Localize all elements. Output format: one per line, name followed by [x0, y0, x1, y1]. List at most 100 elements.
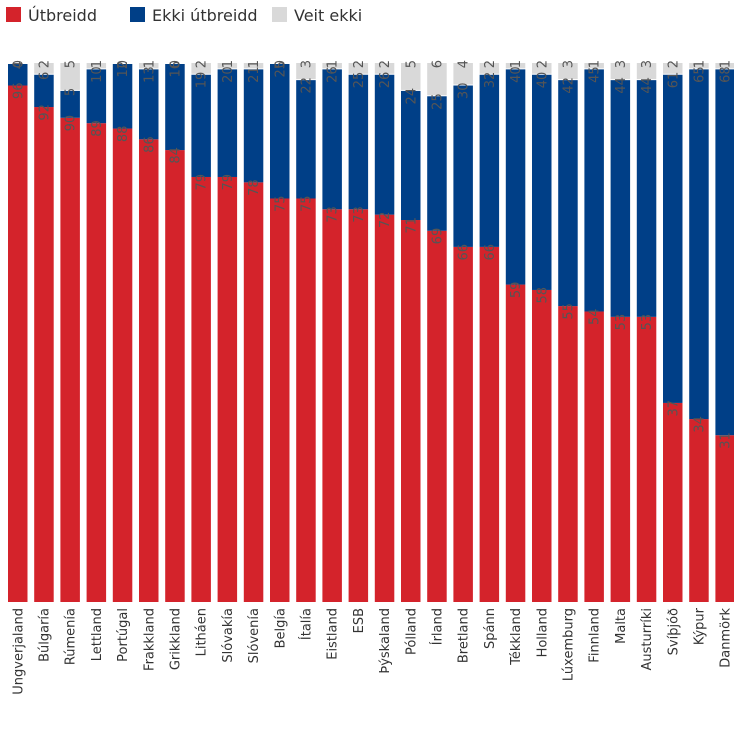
bar-utbreidd-italia [296, 198, 316, 602]
label-utbreidd-finnland: 54 [588, 308, 603, 325]
bar-utbreidd-lithaen [191, 176, 211, 603]
category-label-holland: Holland [535, 608, 550, 657]
bar-veit-ekki-thyskaland [374, 63, 395, 74]
label-utbreidd-eistland: 73 [326, 206, 341, 223]
label-ekki-utbreidd-malta: 44 [614, 77, 629, 94]
bar-ekki-utbreidd-lithaen [191, 74, 211, 177]
label-utbreidd-lithaen: 79 [195, 174, 210, 191]
bar-veit-ekki-holland [532, 63, 552, 74]
label-ekki-utbreidd-irland: 25 [430, 93, 445, 110]
label-ekki-utbreidd-ungverjaland: 4 [11, 61, 26, 69]
label-veit-ekki-spann: 2 [483, 60, 498, 68]
bar-veit-ekki-tekkland [505, 63, 526, 69]
bar-ekki-utbreidd-slovenia [243, 69, 264, 183]
bar-utbreidd-ungverjaland [8, 85, 28, 602]
label-veit-ekki-bretland: 4 [457, 60, 472, 68]
legend-label-veit-ekki: Veit ekki [294, 6, 362, 25]
bar-veit-ekki-luxemburg [558, 63, 578, 80]
category-label-irland: Írland [429, 608, 445, 645]
bar-veit-ekki-frakkland [139, 63, 159, 69]
legend-label-ekki-utbreidd: Ekki útbreidd [152, 6, 258, 25]
label-veit-ekki-luxemburg: 3 [561, 60, 576, 68]
category-label-spann: Spánn [483, 608, 498, 649]
bar-utbreidd-finnland [584, 311, 604, 602]
label-veit-ekki-thyskaland: 2 [378, 60, 393, 68]
bar-veit-ekki-danmork [715, 63, 734, 69]
label-veit-ekki-tekkland: 1 [509, 60, 524, 68]
label-veit-ekki-danmork: 1 [719, 60, 734, 68]
bar-veit-ekki-spann [479, 63, 500, 74]
label-ekki-utbreidd-belgia: 25 [273, 61, 288, 78]
label-utbreidd-frakkland: 86 [142, 136, 157, 153]
label-ekki-utbreidd-portugal: 12 [116, 61, 131, 78]
label-veit-ekki-grikkland: 0 [168, 60, 183, 68]
bar-veit-ekki-slovakia [217, 63, 238, 69]
bar-veit-ekki-lithaen [191, 63, 211, 74]
bar-veit-ekki-bulgaria [34, 63, 54, 74]
bar-utbreidd-slovenia [243, 182, 264, 603]
label-veit-ekki-austurriki: 3 [640, 60, 655, 68]
bar-ekki-utbreidd-lettland [86, 69, 107, 124]
label-ekki-utbreidd-bulgaria: 6 [37, 72, 52, 80]
label-utbreidd-irland: 69 [430, 228, 445, 245]
bar-ekki-utbreidd-bretland [453, 85, 473, 247]
label-veit-ekki-belgia: 0 [273, 60, 288, 68]
category-label-eistland: Eistland [326, 608, 341, 660]
bar-ekki-utbreidd-rumenia [60, 90, 80, 118]
label-utbreidd-thyskaland: 72 [378, 212, 393, 229]
bar-ekki-utbreidd-esb [348, 74, 369, 210]
bar-utbreidd-kypur [689, 419, 709, 602]
label-utbreidd-slovakia: 79 [221, 174, 236, 191]
label-veit-ekki-eistland: 1 [326, 60, 341, 68]
label-utbreidd-tekkland: 59 [509, 282, 524, 299]
bar-ekki-utbreidd-danmork [715, 69, 734, 436]
label-ekki-utbreidd-holland: 40 [535, 72, 550, 89]
bar-utbreidd-grikkland [165, 150, 185, 602]
bar-utbreidd-irland [427, 230, 447, 602]
label-utbreidd-luxemburg: 55 [561, 303, 576, 320]
bar-veit-ekki-italia [296, 63, 316, 80]
bar-veit-ekki-austurriki [636, 63, 657, 80]
category-label-danmork: Danmörk [719, 608, 734, 668]
bar-utbreidd-tekkland [505, 284, 526, 602]
bar-utbreidd-bretland [453, 246, 473, 603]
label-utbreidd-svithjod: 37 [666, 400, 681, 417]
label-ekki-utbreidd-tekkland: 40 [509, 66, 524, 83]
label-utbreidd-belgia: 75 [273, 196, 288, 213]
label-veit-ekki-lettland: 1 [90, 60, 105, 68]
bar-utbreidd-polland [401, 220, 421, 602]
label-veit-ekki-rumenia: 5 [64, 60, 79, 68]
bar-utbreidd-slovakia [217, 176, 238, 603]
category-label-finnland: Finnland [588, 608, 603, 663]
bar-utbreidd-belgia [270, 198, 290, 602]
bar-utbreidd-holland [532, 289, 552, 602]
bar-veit-ekki-polland [401, 63, 421, 90]
category-label-italia: Ítalía [298, 608, 314, 640]
bar-ekki-utbreidd-bulgaria [34, 74, 54, 108]
category-label-polland: Pólland [404, 608, 419, 655]
label-veit-ekki-polland: 5 [404, 60, 419, 68]
label-utbreidd-portugal: 88 [116, 126, 131, 143]
bar-ekki-utbreidd-grikkland [165, 64, 185, 151]
category-label-lettland: Lettland [90, 608, 105, 661]
category-label-malta: Malta [614, 608, 629, 644]
label-ekki-utbreidd-lithaen: 19 [195, 72, 210, 89]
label-utbreidd-italia: 75 [299, 196, 314, 213]
label-veit-ekki-lithaen: 2 [195, 60, 210, 68]
label-veit-ekki-portugal: 0 [116, 60, 131, 68]
bar-utbreidd-danmork [715, 435, 734, 602]
label-utbreidd-holland: 58 [535, 287, 550, 304]
label-veit-ekki-slovakia: 1 [221, 60, 236, 68]
bar-utbreidd-rumenia [60, 117, 80, 603]
category-label-grikkland: Grikkland [168, 608, 183, 670]
legend: Útbreidd Ekki útbreidd Veit ekki [6, 6, 362, 25]
label-veit-ekki-kypur: 1 [692, 60, 707, 68]
bar-ekki-utbreidd-svithjod [663, 74, 683, 403]
category-label-bretland: Bretland [457, 608, 472, 663]
category-label-svithjod: Svíþjóð [666, 608, 681, 655]
bar-veit-ekki-lettland [86, 63, 107, 69]
label-veit-ekki-malta: 3 [614, 60, 629, 68]
category-label-tekkland: Tékkland [509, 608, 524, 666]
label-ekki-utbreidd-luxemburg: 42 [561, 77, 576, 94]
bar-ekki-utbreidd-slovakia [217, 69, 238, 177]
